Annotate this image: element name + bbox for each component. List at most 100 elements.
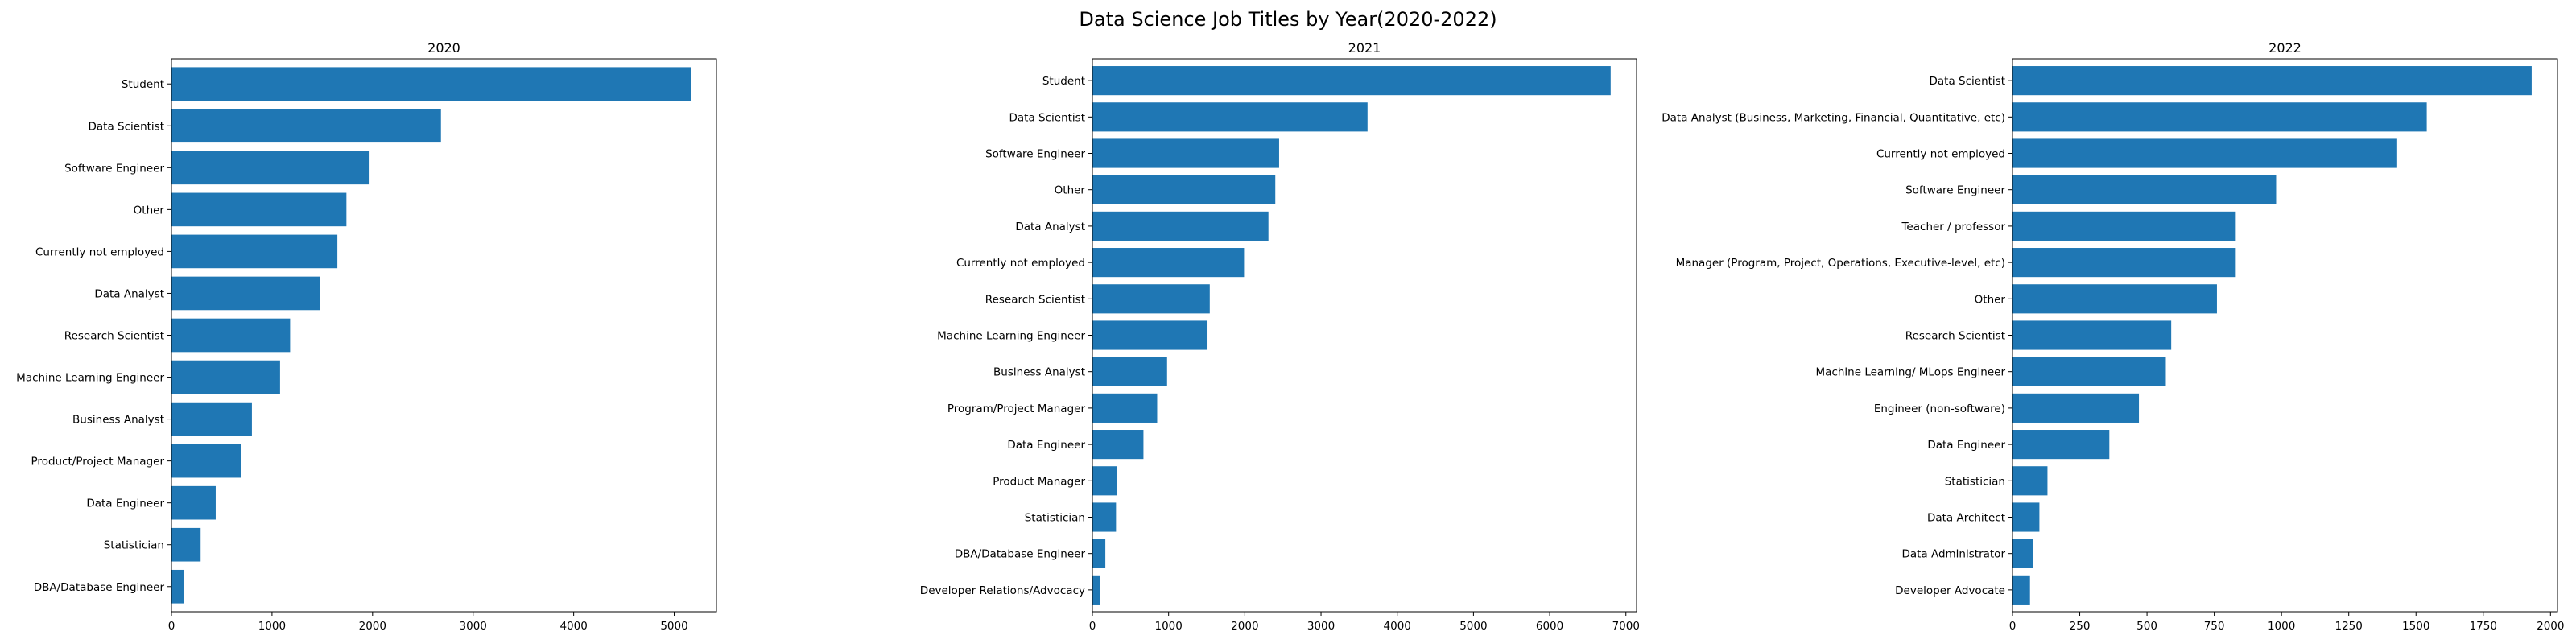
bar <box>2013 320 2172 350</box>
bar <box>171 569 184 604</box>
x-tick-label: 1250 <box>2335 620 2363 633</box>
y-tick-label: Student <box>122 78 164 91</box>
y-tick-label: Data Scientist <box>89 120 165 133</box>
x-tick-label: 500 <box>2136 620 2157 633</box>
y-tick-label: Machine Learning Engineer <box>16 372 164 385</box>
bar <box>2013 466 2048 496</box>
y-tick-label: Software Engineer <box>1905 184 2005 197</box>
x-tick-label: 3000 <box>1307 620 1335 633</box>
y-tick-label: Data Engineer <box>86 497 164 510</box>
y-tick-label: Currently not employed <box>956 257 1085 270</box>
bar <box>1092 539 1106 568</box>
bar <box>2013 502 2040 532</box>
bar <box>171 485 216 520</box>
y-tick-label: Data Analyst <box>1015 221 1085 233</box>
y-tick-label: Data Scientist <box>1930 75 2006 88</box>
x-tick-label: 1000 <box>258 620 286 633</box>
bar <box>1092 102 1368 132</box>
subplot-2021: Student Data Scientist Software Engineer Ot… <box>920 40 1640 633</box>
bar <box>1092 284 1210 314</box>
bar <box>171 276 320 311</box>
y-tick-label: Developer Advocate <box>1895 584 2005 597</box>
x-tick-label: 6000 <box>1536 620 1563 633</box>
y-tick-label: Product Manager <box>993 475 1085 488</box>
bar <box>1092 575 1100 605</box>
bar <box>1092 320 1208 350</box>
x-tick-label: 1000 <box>1154 620 1182 633</box>
subplot-title: 2020 <box>427 40 460 56</box>
y-tick-label: Teacher / professor <box>1901 221 2005 233</box>
y-tick-label: DBA/Database Engineer <box>955 548 1086 561</box>
bar <box>171 360 280 394</box>
axes-frame <box>1092 58 1637 613</box>
bar <box>2013 284 2217 314</box>
bar <box>2013 175 2277 204</box>
x-tick-label: 2000 <box>1231 620 1258 633</box>
bar <box>2013 539 2033 568</box>
bar <box>2013 138 2397 168</box>
x-tick-label: 1750 <box>2470 620 2497 633</box>
y-tick-label: Research Scientist <box>1905 330 2005 343</box>
y-tick-label: Currently not employed <box>35 246 164 258</box>
x-tick-label: 1500 <box>2402 620 2429 633</box>
x-tick-label: 0 <box>1089 620 1096 633</box>
x-tick-label: 2000 <box>2537 620 2564 633</box>
bar <box>171 67 691 101</box>
y-tick-label: Currently not employed <box>1876 148 2005 161</box>
bar <box>2013 393 2140 423</box>
y-tick-label: Statistician <box>104 539 164 552</box>
y-tick-label: Program/Project Manager <box>947 402 1086 415</box>
x-tick-label: 2000 <box>359 620 386 633</box>
y-tick-label: Product/Project Manager <box>31 456 165 469</box>
y-tick-label: Research Scientist <box>64 330 164 343</box>
y-tick-label: Machine Learning/ MLops Engineer <box>1816 366 2006 379</box>
y-tick-label: Data Analyst <box>94 287 164 300</box>
x-tick-label: 5000 <box>1459 620 1487 633</box>
bar <box>1092 357 1167 386</box>
y-tick-label: Statistician <box>1025 511 1085 524</box>
bar <box>171 402 252 436</box>
y-tick-label: Data Administrator <box>1901 548 2005 561</box>
y-tick-label: Other <box>1975 293 2006 306</box>
y-tick-label: Data Analyst (Business, Marketing, Finan… <box>1662 111 2005 124</box>
subplot-2020: Student Data Scientist Software Engineer Ot… <box>16 40 717 633</box>
y-tick-label: Student <box>1042 75 1085 88</box>
bar <box>2013 102 2427 132</box>
bar <box>1092 248 1245 278</box>
y-tick-label: Machine Learning Engineer <box>937 330 1085 343</box>
y-tick-label: Manager (Program, Project, Operations, E… <box>1676 257 2005 270</box>
axes-frame <box>2012 58 2558 613</box>
bar <box>2013 66 2532 96</box>
bar <box>1092 466 1117 496</box>
x-tick-label: 0 <box>2009 620 2017 633</box>
bar <box>171 527 201 562</box>
bar <box>171 109 441 143</box>
bar <box>2013 211 2236 241</box>
y-tick-label: Engineer (non-software) <box>1874 402 2005 415</box>
subplot-title: 2021 <box>1348 40 1381 56</box>
x-tick-label: 3000 <box>460 620 487 633</box>
y-tick-label: Data Engineer <box>1007 439 1085 452</box>
y-tick-label: Data Architect <box>1927 511 2005 524</box>
x-tick-label: 250 <box>2070 620 2091 633</box>
x-tick-label: 4000 <box>559 620 587 633</box>
bar <box>171 192 347 227</box>
figure-title: Data Science Job Titles by Year(2020-202… <box>1079 8 1497 31</box>
y-tick-label: Other <box>1055 184 1086 197</box>
x-tick-label: 4000 <box>1384 620 1411 633</box>
subplot-2022: Data Scientist Data Analyst (Business, Ma… <box>1662 40 2564 633</box>
bar <box>1092 430 1144 460</box>
x-tick-label: 750 <box>2204 620 2225 633</box>
y-tick-label: Statistician <box>1945 475 2005 488</box>
x-tick-label: 1000 <box>2268 620 2295 633</box>
y-tick-label: Software Engineer <box>985 148 1085 161</box>
x-tick-label: 7000 <box>1612 620 1640 633</box>
bar <box>2013 575 2030 605</box>
x-tick-label: 0 <box>168 620 175 633</box>
y-tick-label: Developer Relations/Advocacy <box>920 584 1085 597</box>
bar <box>2013 430 2110 460</box>
bar <box>1092 502 1117 532</box>
y-tick-label: Business Analyst <box>72 414 164 427</box>
bar <box>1092 393 1158 423</box>
